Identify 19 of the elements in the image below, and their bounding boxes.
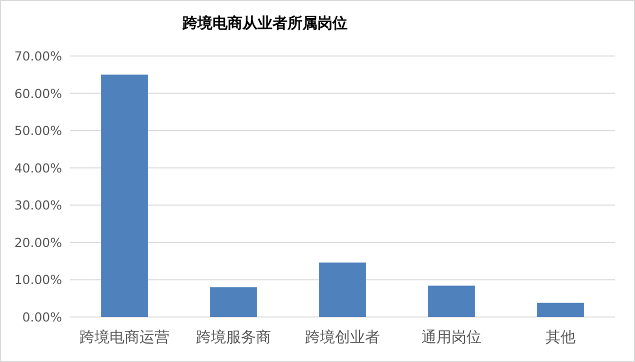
x-tick-label: 其他: [546, 328, 576, 346]
y-tick-label: 70.00%: [14, 48, 62, 64]
x-tick-label: 跨境电商运营: [80, 328, 170, 346]
y-tick-label: 10.00%: [14, 272, 62, 288]
chart-title: 跨境电商从业者所属岗位: [182, 14, 348, 32]
bar: [210, 287, 257, 317]
x-tick-label: 通用岗位: [422, 328, 482, 346]
y-tick-label: 20.00%: [14, 234, 62, 250]
bar: [101, 74, 148, 317]
y-tick-label: 40.00%: [14, 160, 62, 176]
bar: [537, 302, 584, 317]
x-tick-label: 跨境服务商: [196, 328, 271, 346]
bar: [319, 262, 366, 317]
y-tick-label: 50.00%: [14, 123, 62, 138]
y-tick-label: 0.00%: [22, 310, 62, 324]
x-tick-label: 跨境创业者: [305, 328, 380, 346]
y-tick-label: 60.00%: [14, 86, 62, 101]
bar: [428, 286, 475, 317]
y-tick-label: 30.00%: [14, 198, 62, 213]
